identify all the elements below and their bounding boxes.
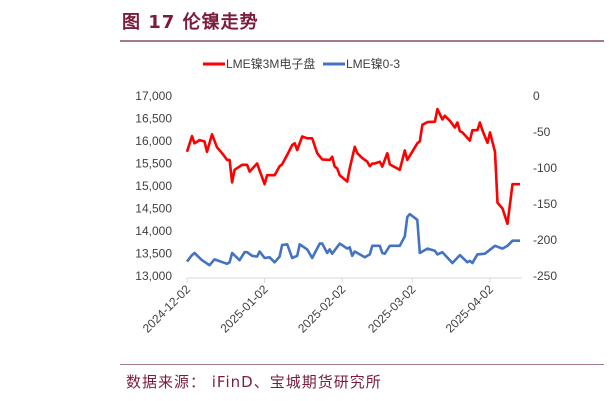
legend-label: LME镍0-3 bbox=[346, 57, 400, 71]
x-tick-label: 2025-03-02 bbox=[365, 282, 419, 336]
left-tick-label: 13,000 bbox=[135, 269, 172, 283]
right-tick-label: 0 bbox=[533, 89, 540, 103]
left-tick-label: 13,500 bbox=[135, 247, 172, 261]
right-tick-label: -200 bbox=[533, 233, 557, 247]
right-tick-label: -150 bbox=[533, 197, 557, 211]
data-source: 数据来源： iFinD、宝城期货研究所 bbox=[126, 373, 382, 391]
series-line-lme-0-3 bbox=[185, 212, 520, 267]
left-axis: 13,000 13,500 14,000 14,500 15,000 15,500 16,0… bbox=[135, 89, 172, 283]
left-tick-label: 16,500 bbox=[135, 112, 172, 126]
x-axis: 2024-12-02 2025-01-02 2025-02-02 2025-03-02… bbox=[140, 277, 522, 336]
x-tick-label: 2025-02-02 bbox=[295, 282, 349, 336]
left-tick-label: 14,500 bbox=[135, 202, 172, 216]
footer-divider bbox=[120, 364, 604, 365]
figure-title: 图 17 伦镍走势 bbox=[122, 12, 259, 33]
right-tick-label: -100 bbox=[533, 161, 557, 175]
left-tick-label: 15,500 bbox=[135, 157, 172, 171]
series-line-lme-3m bbox=[185, 107, 520, 226]
x-tick-label: 2025-01-02 bbox=[217, 282, 271, 336]
right-tick-label: -50 bbox=[533, 125, 551, 139]
right-tick-label: -250 bbox=[533, 269, 557, 283]
left-tick-label: 15,000 bbox=[135, 179, 172, 193]
legend: LME镍3M电子盘 LME镍0-3 bbox=[203, 56, 400, 71]
left-tick-label: 17,000 bbox=[135, 89, 172, 103]
x-tick-label: 2024-12-02 bbox=[140, 282, 194, 336]
left-tick-label: 14,000 bbox=[135, 224, 172, 238]
title-divider bbox=[120, 40, 604, 42]
left-tick-label: 16,000 bbox=[135, 134, 172, 148]
series-lines bbox=[185, 107, 520, 267]
right-axis: -250 -200 -150 -100 -50 0 bbox=[533, 89, 557, 283]
legend-label: LME镍3M电子盘 bbox=[226, 56, 315, 71]
x-tick-label: 2025-04-02 bbox=[443, 282, 497, 336]
